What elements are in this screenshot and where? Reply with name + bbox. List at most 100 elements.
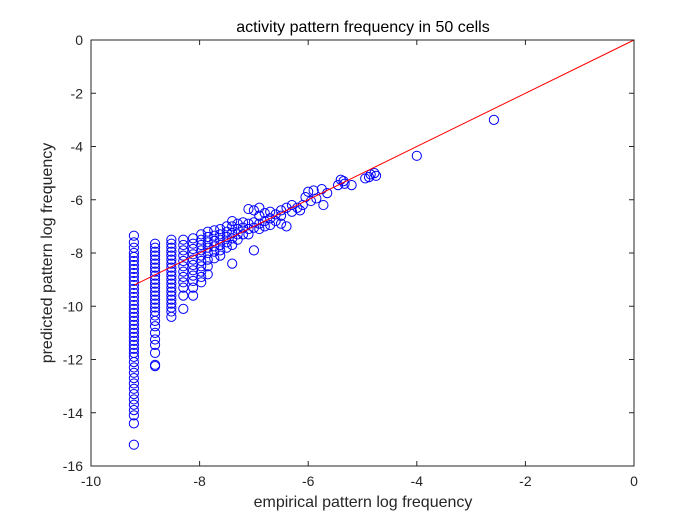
- data-point: [166, 254, 177, 265]
- data-point: [227, 258, 238, 269]
- data-point: [128, 307, 139, 319]
- data-point: [128, 410, 139, 421]
- y-tick-label: -2: [71, 85, 84, 101]
- data-point: [254, 223, 265, 235]
- data-point: [187, 254, 199, 265]
- data-point: [254, 210, 265, 221]
- data-point: [369, 168, 380, 179]
- data-point: [221, 226, 232, 237]
- data-point: [128, 287, 139, 299]
- data-point: [215, 250, 226, 261]
- y-tick-label: -6: [71, 192, 84, 208]
- data-point: [128, 303, 139, 315]
- data-point: [128, 418, 139, 429]
- data-point: [316, 184, 327, 195]
- data-point: [149, 321, 161, 332]
- x-axis-label: empirical pattern log frequency: [254, 494, 473, 511]
- data-point: [248, 245, 259, 256]
- data-point: [259, 207, 270, 219]
- data-point: [166, 262, 177, 273]
- data-point: [215, 234, 226, 245]
- data-point: [149, 334, 161, 345]
- data-point: [335, 174, 346, 185]
- data-point: [237, 222, 249, 233]
- data-point: [128, 295, 139, 307]
- data-point: [196, 277, 207, 288]
- data-point: [232, 223, 243, 235]
- y-tick-label: -12: [63, 352, 83, 368]
- data-point: [128, 367, 139, 378]
- data-point: [149, 347, 161, 358]
- data-point: [149, 258, 161, 269]
- data-point: [196, 266, 207, 277]
- data-point: [149, 298, 161, 309]
- data-point: [187, 265, 199, 276]
- y-axis-label: predicted pattern log frequency: [39, 143, 56, 364]
- data-point: [166, 282, 177, 293]
- x-tick-label: -10: [81, 473, 101, 489]
- data-point: [128, 362, 139, 373]
- data-point: [259, 221, 270, 232]
- data-point: [178, 261, 189, 272]
- data-point: [178, 277, 189, 288]
- data-point: [227, 221, 238, 232]
- data-point: [128, 399, 139, 410]
- data-point: [232, 234, 243, 245]
- data-point: [149, 315, 161, 326]
- data-point: [166, 278, 177, 289]
- data-point: [265, 219, 276, 231]
- data-point: [149, 310, 161, 321]
- data-point: [128, 247, 139, 259]
- data-point: [202, 269, 213, 280]
- y-tick-label: -10: [63, 298, 83, 314]
- data-point: [221, 242, 232, 253]
- data-point: [149, 254, 161, 265]
- data-point: [318, 199, 329, 211]
- data-point: [149, 266, 161, 277]
- data-point: [187, 238, 199, 249]
- reference-line: [134, 39, 635, 286]
- data-point: [128, 327, 139, 338]
- data-point: [166, 250, 177, 261]
- data-point: [178, 239, 189, 251]
- data-point: [178, 250, 189, 261]
- data-point: [128, 373, 139, 384]
- data-point: [128, 319, 139, 330]
- data-point: [128, 394, 139, 405]
- data-point: [149, 270, 161, 281]
- data-point: [187, 270, 199, 281]
- data-point: [196, 234, 207, 245]
- data-point: [128, 311, 139, 322]
- data-point: [166, 242, 177, 253]
- y-tick-label: -14: [63, 405, 83, 421]
- data-point: [270, 215, 281, 227]
- data-point: [202, 247, 213, 259]
- y-tick-label: -16: [63, 458, 83, 474]
- data-point: [128, 263, 139, 275]
- data-points: [128, 114, 500, 450]
- data-point: [128, 335, 139, 346]
- data-point: [243, 229, 254, 240]
- data-point: [149, 286, 161, 297]
- data-point: [243, 223, 254, 235]
- data-point: [149, 262, 161, 273]
- y-tick-label: -4: [71, 139, 84, 155]
- data-point: [303, 186, 314, 197]
- data-point: [411, 150, 422, 161]
- data-point: [128, 237, 139, 248]
- data-point: [166, 238, 177, 249]
- x-tick-label: 0: [630, 473, 638, 489]
- data-point: [128, 404, 139, 416]
- data-point: [187, 275, 199, 287]
- data-point: [149, 327, 161, 338]
- data-point: [149, 302, 161, 313]
- data-point: [248, 205, 259, 216]
- data-point: [128, 389, 139, 400]
- data-point: [149, 242, 161, 253]
- data-point: [370, 170, 382, 181]
- x-tick-label: -8: [193, 473, 206, 489]
- data-point: [227, 239, 238, 251]
- data-point: [221, 221, 232, 232]
- plot-area: [91, 40, 634, 466]
